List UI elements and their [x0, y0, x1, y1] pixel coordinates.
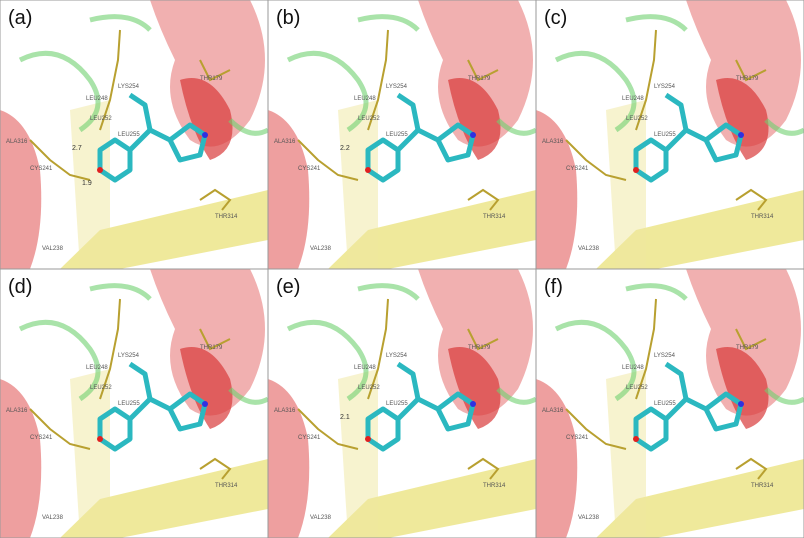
residue-label: THR179 [468, 76, 491, 82]
panel: (c) THR179 LYS254 LEU248 LEU252 LEU255 ALA316 C… [536, 0, 804, 269]
residue-label: ALA316 [6, 139, 28, 145]
residue-label: LEU248 [622, 365, 644, 371]
residue-label: LYS254 [118, 353, 140, 359]
residue-label: ALA316 [542, 408, 564, 414]
residue-label: THR314 [483, 214, 506, 220]
residue-label: LEU255 [386, 132, 408, 138]
residue-label: LEU255 [654, 132, 676, 138]
residue-label: LEU252 [626, 385, 648, 391]
residue-label: CYS241 [30, 435, 53, 441]
panel: (f) THR179 LYS254 LEU248 LEU252 LEU255 ALA316 C… [536, 269, 804, 538]
panel: (d) THR179 LYS254 LEU248 LEU252 LEU255 ALA316 C… [0, 269, 268, 538]
residue-label: CYS241 [298, 166, 321, 172]
residue-label: LEU255 [654, 401, 676, 407]
residue-label: LEU252 [90, 116, 112, 122]
residue-label: LEU252 [626, 116, 648, 122]
residue-label: ALA316 [542, 139, 564, 145]
panel: (a) THR179 LYS254 LEU248 LEU252 LEU255 ALA316 C… [0, 0, 268, 269]
residue-label: ALA316 [274, 408, 296, 414]
residue-label: LEU248 [354, 96, 376, 102]
residue-label: VAL238 [310, 515, 332, 521]
panel-label: (d) [8, 276, 32, 298]
distance-label: 1.9 [82, 180, 92, 187]
residue-label: LEU255 [118, 401, 140, 407]
residue-label: THR314 [751, 214, 774, 220]
distance-label: 2.1 [340, 414, 350, 421]
residue-label: VAL238 [310, 246, 332, 252]
residue-label: THR179 [736, 76, 759, 82]
residue-label: LEU255 [386, 401, 408, 407]
panel-grid: (a) THR179 LYS254 LEU248 LEU252 LEU255 ALA316 C… [0, 0, 804, 538]
residue-label: CYS241 [566, 166, 589, 172]
panel-label: (e) [276, 276, 300, 298]
residue-label: ALA316 [274, 139, 296, 145]
residue-label: THR314 [751, 483, 774, 489]
residue-label: LYS254 [386, 84, 408, 90]
residue-label: CYS241 [566, 435, 589, 441]
residue-label: LEU252 [90, 385, 112, 391]
distance-label: 2.2 [340, 145, 350, 152]
residue-label: THR179 [200, 76, 223, 82]
residue-label: CYS241 [30, 166, 53, 172]
residue-label: LEU252 [358, 116, 380, 122]
panel-label: (a) [8, 7, 32, 29]
panel: (e) THR179 LYS254 LEU248 LEU252 LEU255 ALA316 C… [268, 269, 536, 538]
panel: (b) THR179 LYS254 LEU248 LEU252 LEU255 ALA316 C… [268, 0, 536, 269]
residue-label: LYS254 [654, 84, 676, 90]
residue-label: LEU252 [358, 385, 380, 391]
residue-label: THR179 [200, 345, 223, 351]
residue-label: VAL238 [578, 246, 600, 252]
residue-label: LYS254 [654, 353, 676, 359]
residue-label: VAL238 [42, 246, 64, 252]
residue-label: VAL238 [578, 515, 600, 521]
residue-label: LEU255 [118, 132, 140, 138]
residue-label: LEU248 [622, 96, 644, 102]
residue-label: THR314 [215, 214, 238, 220]
residue-label: LEU248 [354, 365, 376, 371]
panel-label: (f) [544, 276, 563, 298]
residue-label: CYS241 [298, 435, 321, 441]
distance-label: 2.7 [72, 145, 82, 152]
panel-label: (c) [544, 7, 567, 29]
residue-label: LYS254 [118, 84, 140, 90]
residue-label: VAL238 [42, 515, 64, 521]
residue-label: THR314 [215, 483, 238, 489]
residue-label: THR179 [736, 345, 759, 351]
residue-label: THR179 [468, 345, 491, 351]
residue-label: LYS254 [386, 353, 408, 359]
residue-label: LEU248 [86, 96, 108, 102]
residue-label: ALA316 [6, 408, 28, 414]
residue-label: LEU248 [86, 365, 108, 371]
figure: (a) THR179 LYS254 LEU248 LEU252 LEU255 ALA316 C… [0, 0, 804, 538]
panel-label: (b) [276, 7, 300, 29]
residue-label: THR314 [483, 483, 506, 489]
